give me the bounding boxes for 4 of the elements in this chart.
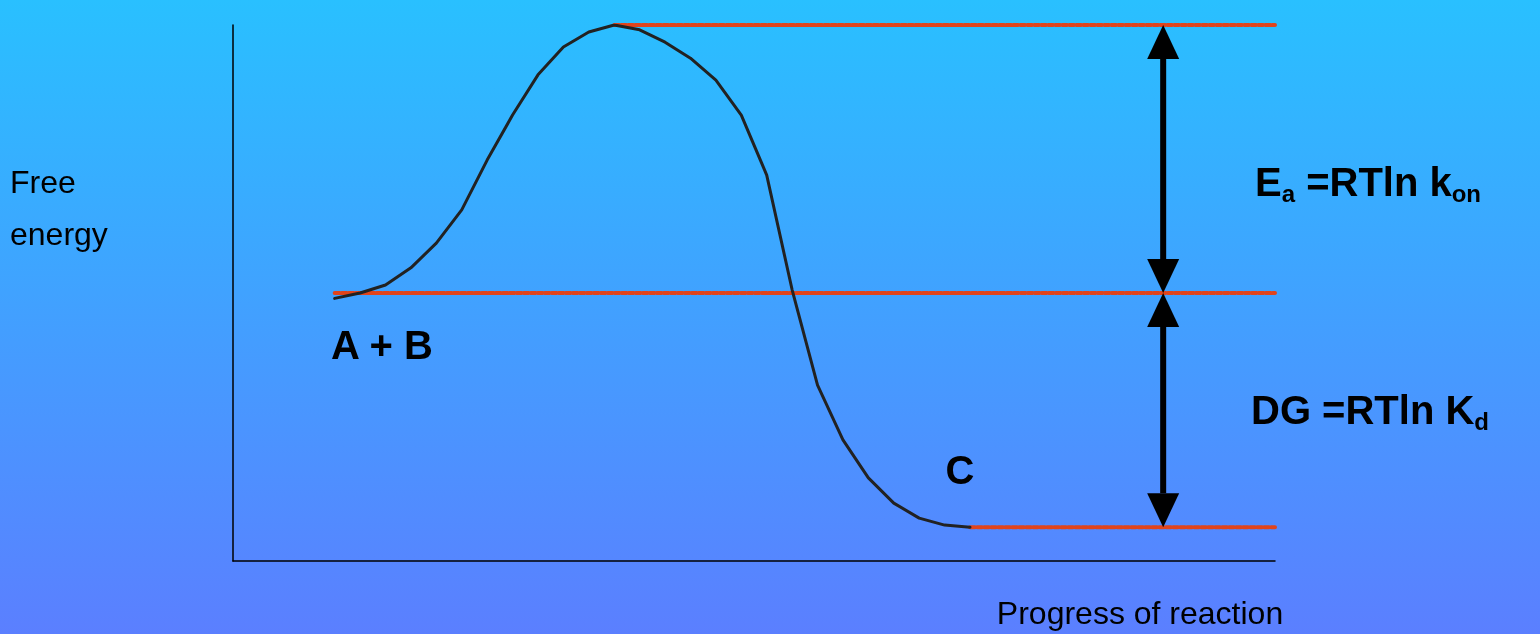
- annotation: A + B: [331, 323, 433, 367]
- x-axis-title: Progress of reaction: [996, 595, 1284, 631]
- annotation: C: [945, 448, 975, 492]
- y-axis-title: Free energy: [10, 164, 108, 252]
